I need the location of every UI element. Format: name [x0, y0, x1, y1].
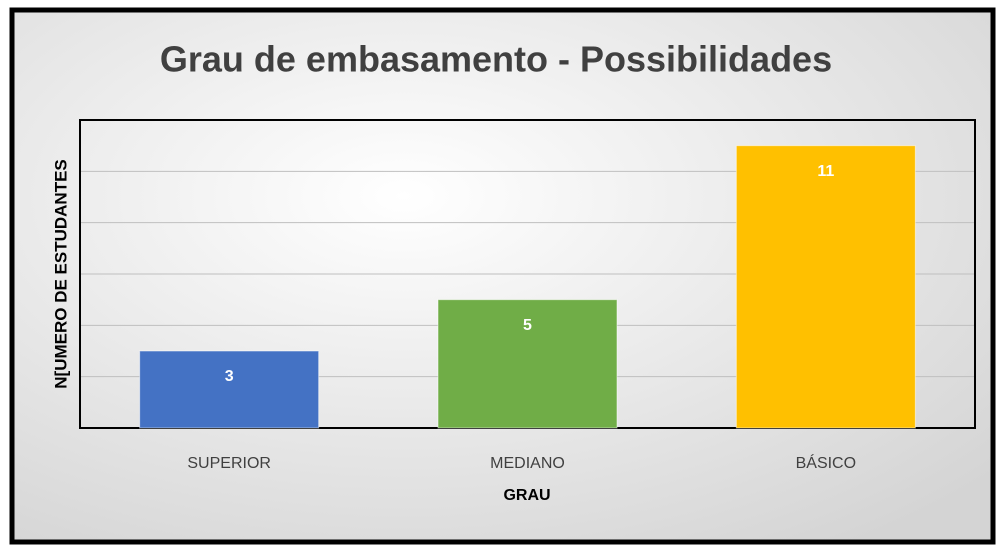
bar	[437, 299, 618, 429]
chart-title: Grau de embasamento - Possibilidades	[160, 39, 832, 80]
data-label: 5	[523, 317, 532, 334]
y-axis-label: N[UMERO DE ESTUDANTES	[51, 159, 70, 389]
x-tick-label: MEDIANO	[490, 455, 565, 472]
x-tick-label: SUPERIOR	[187, 455, 271, 472]
data-label: 3	[225, 368, 234, 385]
bar	[735, 145, 916, 429]
data-label: 11	[817, 163, 834, 180]
bar	[139, 350, 320, 429]
x-tick-label: BÁSICO	[796, 453, 856, 472]
x-axis-label: GRAU	[503, 487, 550, 504]
